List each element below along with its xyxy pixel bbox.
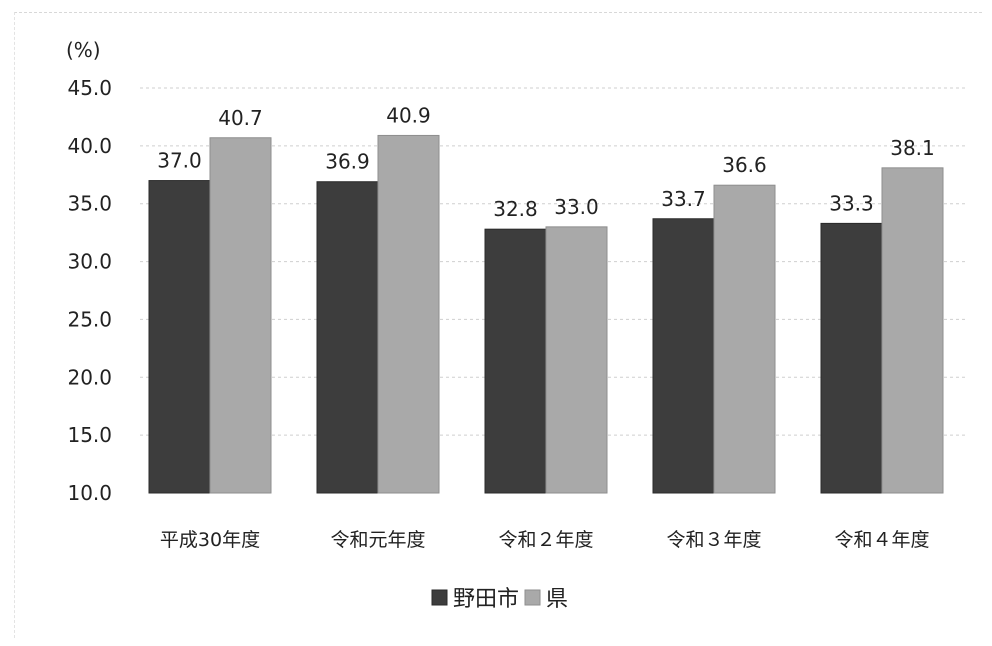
data-label: 32.8 — [493, 197, 538, 221]
bar-ken-4 — [881, 167, 944, 494]
data-label: 33.7 — [661, 187, 706, 211]
bar-ken-3 — [713, 184, 776, 494]
category-label: 令和３年度 — [666, 529, 761, 551]
y-tick-label: 15.0 — [67, 423, 112, 447]
data-labels: 37.0 40.7 36.9 40.9 32.8 33.0 33.7 36.6 33.3 38.1 — [157, 103, 935, 221]
legend-label: 県 — [546, 587, 568, 612]
y-axis-ticks: 10.0 15.0 20.0 25.0 30.0 35.0 40.0 45.0 — [67, 76, 112, 505]
y-tick-label: 20.0 — [67, 365, 112, 389]
legend-swatch — [431, 589, 448, 606]
data-label: 40.7 — [218, 106, 263, 130]
data-label: 33.0 — [554, 195, 599, 219]
legend-label: 野田市 — [453, 587, 519, 612]
data-label: 38.1 — [890, 136, 935, 160]
category-label: 令和４年度 — [834, 529, 929, 551]
y-tick-label: 45.0 — [67, 76, 112, 100]
category-label: 令和元年度 — [330, 529, 425, 551]
y-unit-label: (%) — [66, 38, 101, 62]
category-label: 平成30年度 — [160, 529, 260, 551]
data-label: 36.6 — [722, 153, 767, 177]
bar-ken-0 — [209, 137, 272, 494]
bar-ken-2 — [545, 226, 608, 494]
y-tick-label: 10.0 — [67, 481, 112, 505]
bar-noda-0 — [148, 180, 211, 494]
y-tick-label: 40.0 — [67, 134, 112, 158]
bar-noda-2 — [484, 228, 547, 494]
bars — [148, 134, 944, 494]
category-label: 令和２年度 — [498, 529, 593, 551]
bar-noda-4 — [820, 222, 883, 494]
bar-ken-1 — [377, 134, 440, 494]
legend: 野田市 県 — [431, 587, 568, 612]
data-label: 37.0 — [157, 149, 202, 173]
bar-noda-3 — [652, 218, 715, 494]
chart-frame — [14, 12, 982, 638]
bar-noda-1 — [316, 181, 379, 494]
y-tick-label: 35.0 — [67, 192, 112, 216]
data-label: 33.3 — [829, 191, 874, 215]
legend-swatch — [524, 589, 541, 606]
y-tick-label: 30.0 — [67, 250, 112, 274]
data-label: 40.9 — [386, 103, 431, 127]
y-tick-label: 25.0 — [67, 307, 112, 331]
data-label: 36.9 — [325, 150, 370, 174]
x-axis-categories: 平成30年度 令和元年度 令和２年度 令和３年度 令和４年度 — [160, 529, 930, 551]
